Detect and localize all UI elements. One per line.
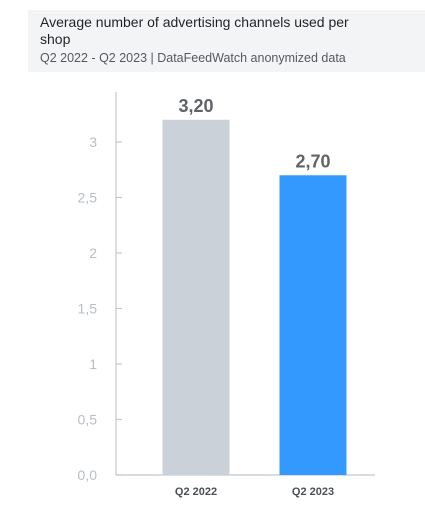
data-label: 3,20: [178, 96, 213, 116]
chart-subtitle: Q2 2022 - Q2 2023 | DataFeedWatch anonym…: [40, 51, 346, 65]
labels: 3,20 Q2 2022 2,70 Q2 2023: [175, 96, 334, 498]
x-category-label: Q2 2023: [292, 486, 334, 498]
y-tick-label: 0,0: [78, 467, 98, 483]
bar-q2-2022: [162, 119, 230, 475]
y-tick-label: 3: [89, 134, 97, 150]
y-tick-label: 1: [89, 356, 97, 372]
bar-q2-2023: [279, 175, 347, 475]
x-category-label: Q2 2022: [175, 486, 217, 498]
chart-header: Average number of advertising channels u…: [28, 10, 425, 72]
y-tick-label: 1,5: [78, 300, 98, 316]
data-label: 2,70: [295, 151, 330, 171]
y-tick-label: 2,5: [78, 189, 98, 205]
y-tick-label: 2: [89, 245, 97, 261]
chart-title: Average number of advertising channels u…: [40, 14, 349, 47]
bars: [162, 119, 347, 475]
y-tick-label: 0,5: [78, 411, 98, 427]
